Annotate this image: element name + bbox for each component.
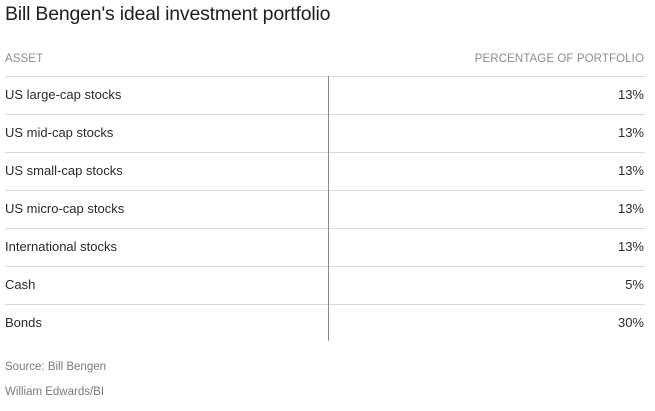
percentage-cell: 13%: [617, 125, 644, 140]
column-divider: [328, 76, 329, 341]
asset-cell: Bonds: [5, 315, 42, 330]
asset-cell: US micro-cap stocks: [5, 201, 125, 216]
table-row: International stocks 13%: [5, 229, 645, 267]
percentage-cell: 13%: [617, 201, 644, 216]
percentage-cell: 13%: [617, 87, 644, 102]
table-header-row: ASSET PERCENTAGE OF PORTFOLIO: [5, 44, 645, 77]
percentage-cell: 5%: [625, 277, 644, 292]
table-row: US mid-cap stocks 13%: [5, 115, 645, 153]
table-row: US micro-cap stocks 13%: [5, 191, 645, 229]
table-row: US small-cap stocks 13%: [5, 153, 645, 191]
percentage-cell: 13%: [617, 239, 644, 254]
asset-cell: US small-cap stocks: [5, 163, 123, 178]
percentage-cell: 13%: [617, 163, 644, 178]
table-row: Bonds 30%: [5, 305, 645, 342]
asset-cell: US mid-cap stocks: [5, 125, 114, 140]
credit-note: William Edwards/BI: [5, 386, 105, 398]
asset-cell: US large-cap stocks: [5, 87, 122, 102]
portfolio-table: ASSET PERCENTAGE OF PORTFOLIO US large-c…: [5, 44, 645, 342]
percentage-cell: 30%: [617, 315, 644, 330]
asset-cell: International stocks: [5, 239, 118, 254]
table-row: Cash 5%: [5, 267, 645, 305]
table-row: US large-cap stocks 13%: [5, 77, 645, 115]
asset-cell: Cash: [5, 277, 36, 292]
percentage-column-header: PERCENTAGE OF PORTFOLIO: [474, 53, 644, 65]
page-title: Bill Bengen's ideal investment portfolio: [5, 3, 331, 25]
source-note: Source: Bill Bengen: [5, 361, 107, 373]
asset-column-header: ASSET: [5, 53, 44, 65]
